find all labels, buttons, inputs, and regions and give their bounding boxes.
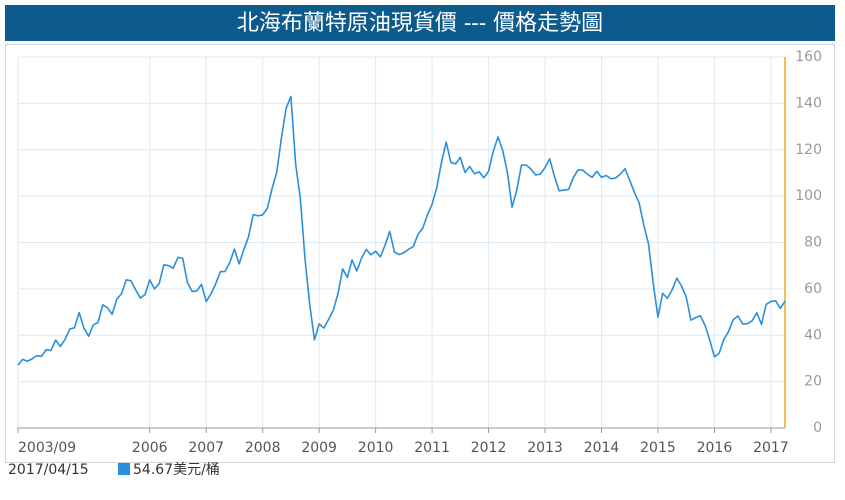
y-tick-label: 80 — [804, 235, 822, 251]
y-tick-label: 20 — [804, 374, 822, 390]
x-tick-label: 2011 — [414, 440, 450, 456]
x-tick-label: 2016 — [697, 440, 733, 456]
y-tick-label: 160 — [795, 49, 822, 65]
legend-unit: 美元/桶 — [173, 462, 220, 478]
x-tick-label: 2012 — [471, 440, 507, 456]
x-tick-label: 2013 — [527, 440, 563, 456]
y-tick-label: 60 — [804, 281, 822, 297]
x-tick-label: 2014 — [584, 440, 620, 456]
chart-title: 北海布蘭特原油現貨價 --- 價格走勢圖 — [237, 11, 603, 36]
x-tick-label: 2009 — [301, 440, 337, 456]
x-tick-label: 2010 — [358, 440, 394, 456]
date-label: 2017/04/15 — [8, 462, 89, 478]
price-line — [17, 95, 786, 366]
y-tick-label: 140 — [795, 95, 822, 111]
x-tick-label: 2008 — [245, 440, 281, 456]
y-tick-label: 100 — [795, 188, 822, 204]
title-bar — [5, 5, 835, 41]
x-tick-label: 2006 — [132, 440, 168, 456]
y-tick-label: 40 — [804, 327, 822, 343]
x-tick-label: 2003/09 — [18, 440, 76, 456]
chart-frame — [5, 44, 835, 463]
y-tick-label: 0 — [813, 420, 822, 436]
x-tick-label: 2017 — [753, 440, 789, 456]
legend-swatch — [118, 463, 130, 475]
legend-text: 54.67美元/桶 — [133, 462, 220, 478]
y-tick-label: 120 — [795, 142, 822, 158]
x-tick-label: 2015 — [640, 440, 676, 456]
x-tick-label: 2007 — [188, 440, 224, 456]
legend-value: 54.67 — [133, 462, 173, 478]
